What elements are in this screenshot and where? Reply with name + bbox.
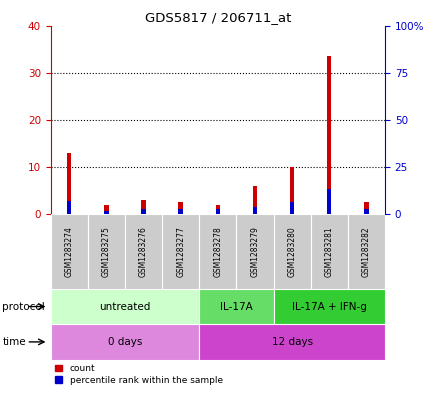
Bar [216, 205, 220, 214]
Bar [162, 214, 199, 289]
Title: GDS5817 / 206711_at: GDS5817 / 206711_at [145, 11, 291, 24]
Bar [199, 214, 236, 289]
Bar [178, 202, 183, 214]
Text: GSM1283280: GSM1283280 [288, 226, 297, 277]
Bar [236, 214, 274, 289]
Text: IL-17A: IL-17A [220, 301, 253, 312]
Bar [104, 211, 109, 214]
Text: GSM1283281: GSM1283281 [325, 226, 334, 277]
Bar [67, 153, 71, 214]
Bar [216, 209, 220, 214]
Bar [141, 200, 146, 214]
Bar [104, 205, 109, 214]
Bar [199, 289, 274, 324]
Bar [51, 289, 199, 324]
Bar [348, 214, 385, 289]
Bar [253, 207, 257, 214]
Text: time: time [2, 337, 26, 347]
Text: GSM1283275: GSM1283275 [102, 226, 111, 277]
Text: GSM1283279: GSM1283279 [250, 226, 260, 277]
Bar [290, 202, 294, 214]
Text: GSM1283276: GSM1283276 [139, 226, 148, 277]
Text: IL-17A + IFN-g: IL-17A + IFN-g [292, 301, 367, 312]
Text: protocol: protocol [2, 301, 45, 312]
Bar [51, 324, 199, 360]
Text: GSM1283282: GSM1283282 [362, 226, 371, 277]
Bar [327, 56, 331, 214]
Bar [88, 214, 125, 289]
Legend: count, percentile rank within the sample: count, percentile rank within the sample [55, 364, 223, 385]
Bar [178, 209, 183, 214]
Bar [327, 189, 331, 214]
Text: 12 days: 12 days [271, 337, 313, 347]
Bar [364, 202, 369, 214]
Bar [364, 209, 369, 214]
Text: GSM1283277: GSM1283277 [176, 226, 185, 277]
Text: 0 days: 0 days [108, 337, 142, 347]
Text: GSM1283278: GSM1283278 [213, 226, 222, 277]
Bar [290, 167, 294, 214]
Text: untreated: untreated [99, 301, 150, 312]
Bar [253, 186, 257, 214]
Bar [274, 289, 385, 324]
Text: GSM1283274: GSM1283274 [65, 226, 73, 277]
Bar [311, 214, 348, 289]
Bar [51, 214, 88, 289]
Bar [274, 214, 311, 289]
Bar [67, 201, 71, 214]
Bar [199, 324, 385, 360]
Bar [125, 214, 162, 289]
Bar [141, 209, 146, 214]
